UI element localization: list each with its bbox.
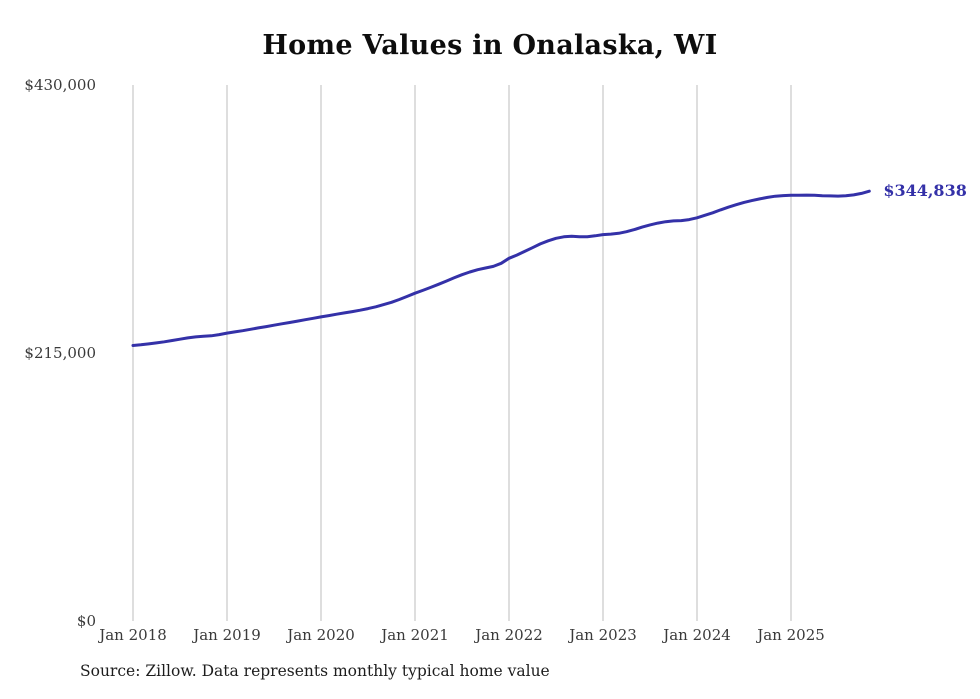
- source-note: Source: Zillow. Data represents monthly …: [80, 662, 550, 680]
- x-axis-label: Jan 2018: [99, 626, 167, 644]
- x-axis-label: Jan 2024: [663, 626, 731, 644]
- end-value-label: $344,838: [883, 181, 967, 201]
- x-axis-label: Jan 2020: [287, 626, 355, 644]
- x-axis-label: Jan 2021: [381, 626, 449, 644]
- home-value-line: [131, 189, 871, 347]
- x-axis-label: Jan 2022: [475, 626, 543, 644]
- y-axis-label: $430,000: [24, 76, 96, 94]
- y-axis-label: $0: [76, 612, 96, 630]
- x-axis-label: Jan 2025: [757, 626, 825, 644]
- y-axis-label: $215,000: [24, 344, 96, 362]
- x-axis-label: Jan 2023: [569, 626, 637, 644]
- chart-title: Home Values in Onalaska, WI: [262, 30, 718, 61]
- gridlines: [132, 85, 792, 621]
- x-axis-label: Jan 2019: [193, 626, 261, 644]
